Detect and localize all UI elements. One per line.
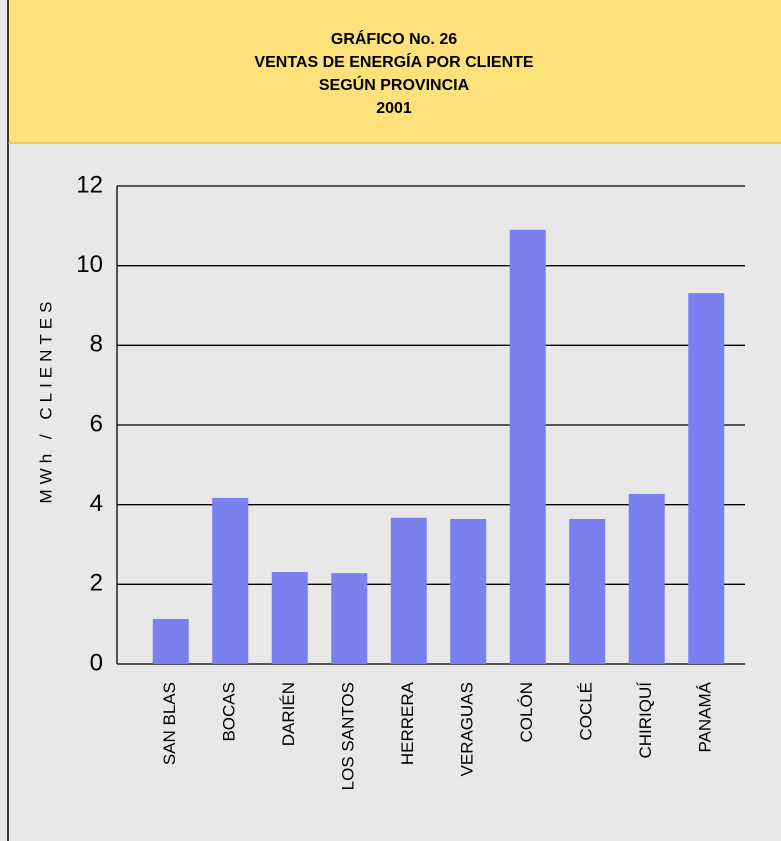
y-tick-label: 0 xyxy=(90,649,103,676)
title-line: SEGÚN PROVINCIA xyxy=(319,75,470,94)
y-tick-label: 4 xyxy=(90,490,103,517)
bar xyxy=(688,293,725,664)
bar xyxy=(331,573,368,664)
x-tick-label: VERAGUAS xyxy=(458,682,477,776)
x-tick-label: SAN BLAS xyxy=(160,682,179,765)
bar xyxy=(390,517,427,664)
x-tick-label: HERRERA xyxy=(398,681,417,765)
x-tick-label: DARIÉN xyxy=(279,682,298,746)
title-line: 2001 xyxy=(376,100,412,117)
y-axis-label: MWh / CLIENTES xyxy=(36,297,55,504)
x-tick-label: PANAMÁ xyxy=(696,681,715,752)
y-tick-label: 12 xyxy=(76,171,103,198)
y-tick-label: 8 xyxy=(90,331,103,358)
bar xyxy=(628,493,665,664)
header-band xyxy=(8,0,781,143)
y-tick-label: 10 xyxy=(76,251,103,278)
bar xyxy=(569,519,606,664)
bar xyxy=(450,519,487,664)
bar xyxy=(212,497,249,664)
x-tick-label: LOS SANTOS xyxy=(339,682,358,790)
x-tick-label: COCLÉ xyxy=(577,682,596,741)
title-line: GRÁFICO No. 26 xyxy=(331,29,457,48)
y-tick-label: 6 xyxy=(90,410,103,437)
bar xyxy=(271,571,308,664)
x-tick-label: BOCAS xyxy=(220,682,239,742)
bar xyxy=(152,618,189,664)
y-tick-label: 2 xyxy=(90,570,103,597)
title-line: VENTAS DE ENERGÍA POR CLIENTE xyxy=(254,52,533,71)
x-tick-label: CHIRIQUÍ xyxy=(636,682,655,759)
bar xyxy=(509,229,546,665)
x-tick-label: COLÓN xyxy=(517,682,536,742)
